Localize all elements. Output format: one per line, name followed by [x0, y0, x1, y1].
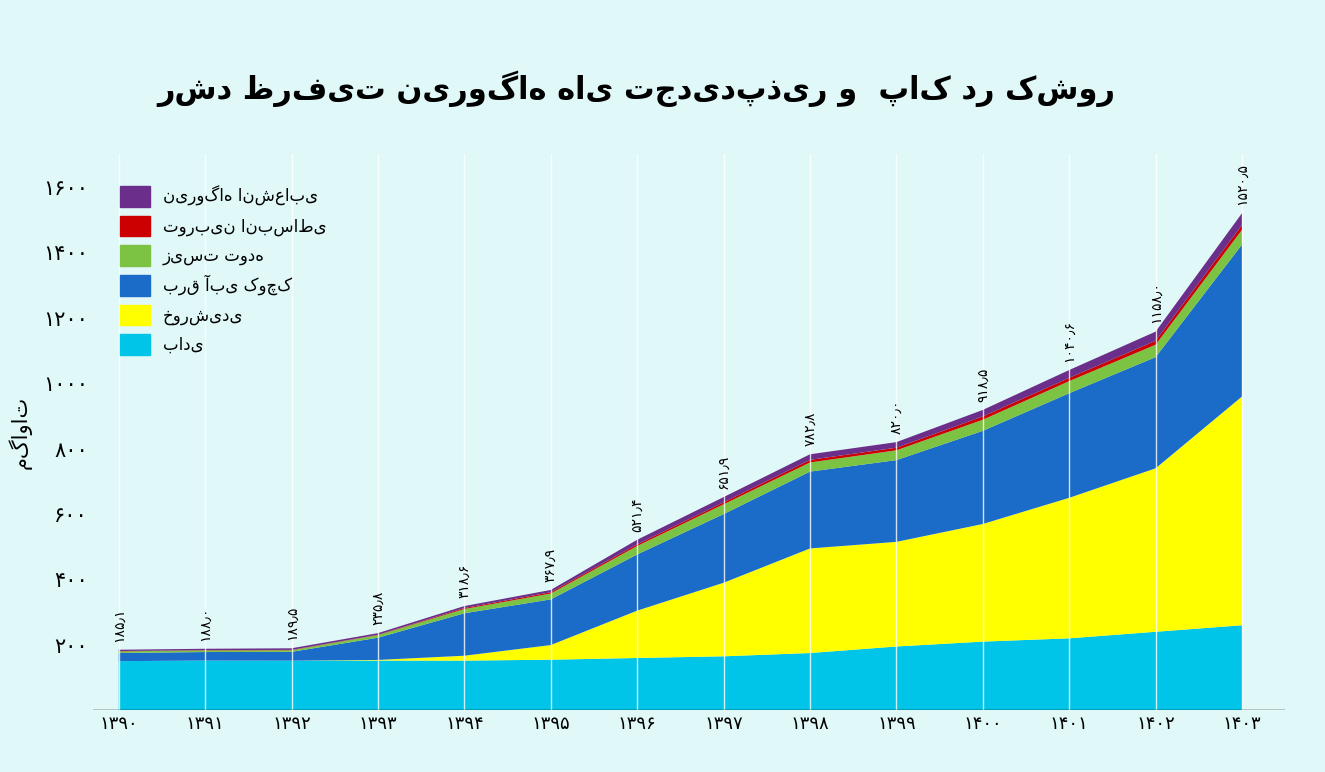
Text: رشد ظرفیت نیروگاه های تجدیدپذیر و  پاک در کشور: رشد ظرفیت نیروگاه های تجدیدپذیر و پاک در… — [156, 70, 1116, 107]
Text: ۵۲۱٫۴: ۵۲۱٫۴ — [631, 497, 644, 532]
Text: ۱۸۸٫۰: ۱۸۸٫۰ — [197, 606, 212, 641]
Text: ۳۶۷٫۹: ۳۶۷٫۹ — [543, 547, 558, 582]
Legend: نیروگاه انشعابی, توربین انبساطی, زیست توده, برق آبی کوچک, خورشیدی, بادی: نیروگاه انشعابی, توربین انبساطی, زیست تو… — [113, 179, 334, 361]
Y-axis label: مگاوات: مگاوات — [8, 396, 32, 469]
Text: ۱۱۵۸٫۰: ۱۱۵۸٫۰ — [1149, 282, 1162, 323]
Text: ۸۲۰٫۰: ۸۲۰٫۰ — [889, 399, 904, 434]
Text: ۱۵۲۰٫۵: ۱۵۲۰٫۵ — [1235, 163, 1249, 205]
Text: ۳۱۸٫۶: ۳۱۸٫۶ — [457, 564, 472, 598]
Text: ۶۵۱٫۹: ۶۵۱٫۹ — [717, 455, 730, 489]
Text: ۱۸۵٫۱: ۱۸۵٫۱ — [111, 607, 126, 642]
Text: ۱۰۴۰٫۶: ۱۰۴۰٫۶ — [1063, 320, 1076, 362]
Text: ۹۱۸٫۵: ۹۱۸٫۵ — [975, 367, 990, 401]
Text: ۱۸۹٫۵: ۱۸۹٫۵ — [285, 606, 298, 640]
Text: ۷۸۲٫۸: ۷۸۲٫۸ — [803, 411, 818, 446]
Text: ۲۳۵٫۸: ۲۳۵٫۸ — [371, 591, 386, 625]
